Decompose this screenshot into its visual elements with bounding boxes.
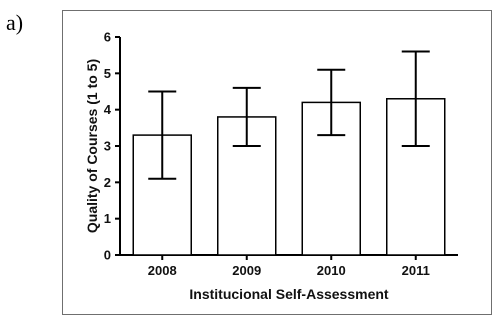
- y-tick-label: 2: [104, 175, 111, 190]
- panel-label: a): [6, 10, 24, 35]
- chart-tick-labels: 0 1 2 3 4 5 6 2008 2009 2010 2011: [104, 30, 430, 279]
- x-axis-label: Institucional Self-Assessment: [189, 286, 389, 302]
- chart-error-bars: [148, 50, 430, 180]
- y-tick-label: 0: [104, 248, 111, 263]
- x-tick-label-2010: 2010: [317, 263, 346, 278]
- y-tick-label: 3: [104, 139, 111, 154]
- y-tick-label: 1: [104, 211, 111, 226]
- y-tick-label: 6: [104, 30, 111, 45]
- y-tick-label: 5: [104, 66, 111, 81]
- x-tick-label-2009: 2009: [232, 263, 261, 278]
- y-axis-label: Quality of Courses (1 to 5): [84, 59, 100, 233]
- x-tick-label-2008: 2008: [148, 263, 177, 278]
- y-tick-label: 4: [104, 102, 112, 117]
- x-tick-label-2011: 2011: [402, 263, 430, 278]
- chart-bars: [132, 98, 446, 256]
